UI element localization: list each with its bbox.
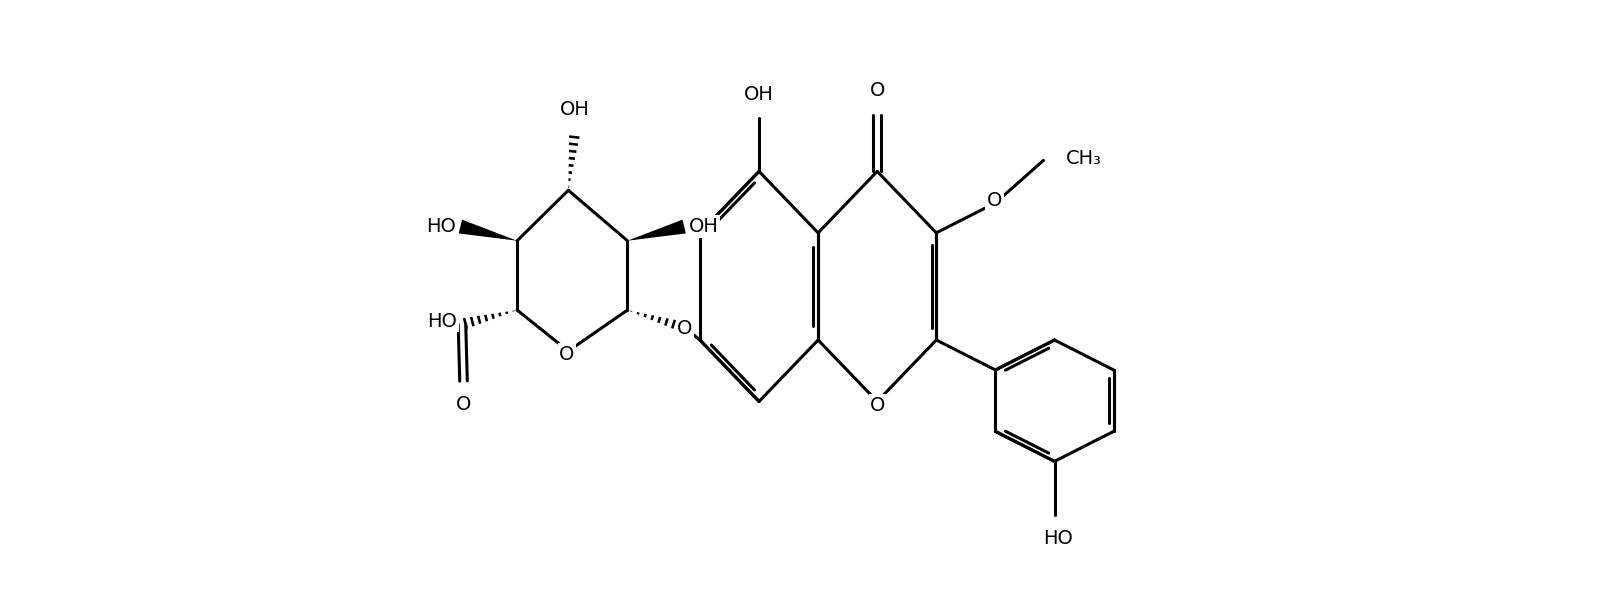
Text: OH: OH (743, 85, 774, 104)
Text: HO: HO (427, 311, 458, 330)
Text: O: O (677, 319, 693, 338)
Text: O: O (456, 395, 471, 414)
Polygon shape (626, 220, 685, 241)
Text: CH₃: CH₃ (1065, 149, 1100, 168)
Text: O: O (870, 396, 885, 415)
Polygon shape (458, 220, 516, 241)
Text: O: O (558, 344, 575, 363)
Text: HO: HO (425, 217, 456, 236)
Text: OH: OH (688, 217, 719, 236)
Text: OH: OH (560, 100, 589, 119)
Text: O: O (987, 191, 1001, 210)
Text: O: O (868, 82, 885, 101)
Text: HO: HO (1042, 529, 1071, 548)
